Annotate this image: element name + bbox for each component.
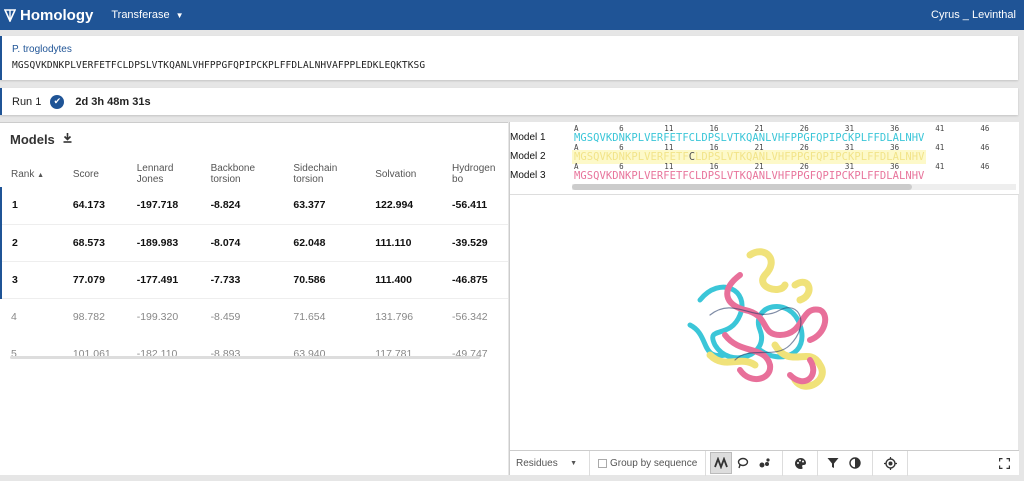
project-selector[interactable]: Transferase ▼ xyxy=(111,9,183,21)
model-label: Model 2 xyxy=(510,151,546,162)
sequence-text: MGSQVKDNKPLVERFETFCLDPSLVTKQANLVHFPPGFQP… xyxy=(12,60,426,71)
position-ticks: A 6 11 16 21 26 31 36 41 46 51 xyxy=(574,124,1024,133)
col-backbone-torsion[interactable]: Backbone torsion xyxy=(210,163,256,185)
col-score[interactable]: Score xyxy=(72,168,99,180)
checkbox-icon[interactable] xyxy=(598,458,607,468)
toolbar-separator xyxy=(782,450,784,476)
divider xyxy=(510,194,1019,195)
sequence-alignment: Model 1 A 6 11 16 21 26 31 36 41 46 51 M… xyxy=(510,122,1019,194)
cartoon-icon[interactable] xyxy=(710,452,733,474)
run-label: Run 1 xyxy=(12,95,42,108)
toolbar-separator xyxy=(589,450,590,476)
logo-icon xyxy=(4,8,16,22)
ribbon-model-2 xyxy=(706,248,826,390)
col-sidechain-torsion[interactable]: Sidechain torsion xyxy=(293,163,338,185)
structure-panel: Model 1 A 6 11 16 21 26 31 36 41 46 51 M… xyxy=(509,122,1019,476)
model-sequence: MGSQVKDNKPLVERFETFCLDPSLVTKQANLVHFPPGFQP… xyxy=(574,132,925,144)
position-ticks: A 6 11 16 21 26 31 36 41 46 51 xyxy=(574,162,1024,171)
table-row[interactable]: 4 98.782 -199.320 -8.459 71.654 131.796 -56.34… xyxy=(11,310,488,323)
table-row[interactable]: 1 64.173 -197.718 -8.824 63.377 122.994 -56.41… xyxy=(0,187,508,225)
toolbar-separator xyxy=(907,450,909,476)
protein-structure-viewer[interactable] xyxy=(510,195,1019,447)
selected-residue[interactable]: C xyxy=(688,151,696,163)
user-menu[interactable]: Cyrus _ Levinthal xyxy=(931,9,1016,21)
lasso-icon[interactable] xyxy=(732,452,754,474)
model-label: Model 1 xyxy=(510,132,546,143)
download-icon[interactable] xyxy=(63,133,72,146)
sort-asc-icon: ▲ xyxy=(37,171,45,179)
check-icon: ✔ xyxy=(50,94,65,109)
position-ticks: A 6 11 16 21 26 31 36 41 46 51 xyxy=(574,143,1024,152)
residues-dropdown[interactable]: Residues ▼ xyxy=(510,458,589,469)
models-title: Models xyxy=(10,132,55,147)
run-bar: Run 1 ✔ 2d 3h 48m 31s xyxy=(0,88,1018,115)
scrollbar-thumb[interactable] xyxy=(572,184,912,190)
alignment-row-model-3[interactable]: Model 3 A 6 11 16 21 26 31 36 41 46 51 M… xyxy=(510,162,1019,182)
alignment-row-model-2[interactable]: Model 2 A 6 11 16 21 26 31 36 41 46 51 M… xyxy=(510,143,1019,164)
table-row[interactable]: 3 77.079 -177.491 -7.733 70.586 111.400 -46.87… xyxy=(0,261,508,299)
toolbar-separator xyxy=(817,450,819,476)
ribbon-model-3 xyxy=(722,272,829,385)
table-row[interactable]: 2 68.573 -189.983 -8.074 62.048 111.110 -39.52… xyxy=(0,224,508,262)
alignment-row-model-1[interactable]: Model 1 A 6 11 16 21 26 31 36 41 46 51 M… xyxy=(510,124,1019,144)
models-header: Models xyxy=(10,132,72,147)
filter-icon[interactable] xyxy=(822,452,844,474)
model-sequence: MGSQVKDNKPLVERFETFCLDPSLVTKQANLVHFPPGFQP… xyxy=(572,150,927,164)
group-label: Group by sequence xyxy=(610,457,698,469)
toolbar-separator xyxy=(705,450,707,476)
ribbon-backbone xyxy=(709,307,802,361)
col-solvation[interactable]: Solvation xyxy=(375,168,417,180)
table-row[interactable]: 5 101.061 -182.110 -8.893 63.940 117.781 -49.7… xyxy=(11,347,488,360)
residues-label: Residues xyxy=(516,457,558,469)
table-header: Rank ▲ Score Lennard Jones Backbone tors… xyxy=(1,161,508,187)
group-by-sequence-checkbox[interactable]: Group by sequence xyxy=(590,458,705,469)
target-icon[interactable] xyxy=(879,452,901,474)
app-logo[interactable]: Homology xyxy=(4,7,93,24)
alignment-scrollbar[interactable] xyxy=(572,184,1016,190)
viewer-toolbar: Residues ▼ Group by sequence xyxy=(510,450,1019,476)
caret-down-icon: ▼ xyxy=(175,10,184,20)
species-name[interactable]: P. troglodytes xyxy=(12,44,72,55)
models-panel: Models Rank ▲ Score Lennard Jones Backbo… xyxy=(0,122,508,475)
palette-icon[interactable] xyxy=(789,452,811,474)
app-name: Homology xyxy=(20,6,94,24)
sequence-card: P. troglodytes MGSQVKDNKPLVERFETFCLDPSLV… xyxy=(0,36,1018,80)
caret-down-icon: ▼ xyxy=(570,459,577,467)
col-rank[interactable]: Rank ▲ xyxy=(11,168,45,180)
col-hydrogen-bond[interactable]: Hydrogen bo xyxy=(452,163,496,185)
col-lennard-jones[interactable]: Lennard Jones xyxy=(136,163,174,185)
models-table: Rank ▲ Score Lennard Jones Backbone tors… xyxy=(0,161,508,372)
balls-icon[interactable] xyxy=(754,452,776,474)
model-sequence: MGSQVKDNKPLVERFETFCLDPSLVTKQANLVHFPPGFQP… xyxy=(574,170,925,182)
contrast-icon[interactable] xyxy=(844,452,866,474)
run-duration: 2d 3h 48m 31s xyxy=(75,95,151,108)
fullscreen-icon[interactable] xyxy=(993,452,1015,474)
table-scrollbar[interactable] xyxy=(10,356,480,359)
top-bar: Homology Transferase ▼ Cyrus _ Levinthal xyxy=(0,0,1024,30)
project-name: Transferase xyxy=(111,9,170,21)
model-label: Model 3 xyxy=(510,170,546,181)
toolbar-separator xyxy=(872,450,874,476)
